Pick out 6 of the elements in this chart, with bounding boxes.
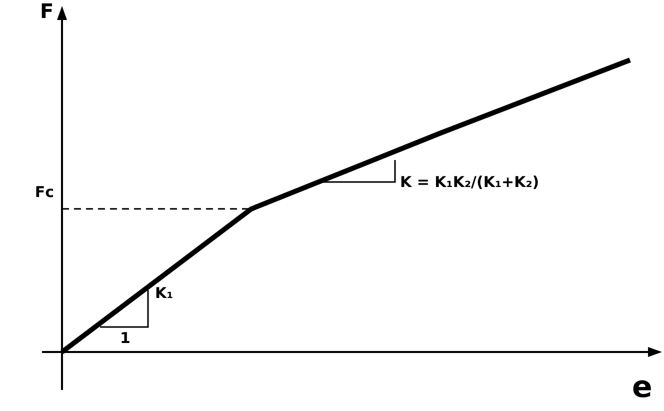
annotation: K = K₁K₂/(K₁+K₂) [400, 173, 540, 191]
y-axis-title: F [40, 0, 54, 23]
x-axis-title: e [632, 370, 652, 405]
ref-line-label: Fc [34, 182, 54, 201]
annotation: 1 [120, 329, 130, 347]
annotation: K₁ [155, 284, 174, 302]
